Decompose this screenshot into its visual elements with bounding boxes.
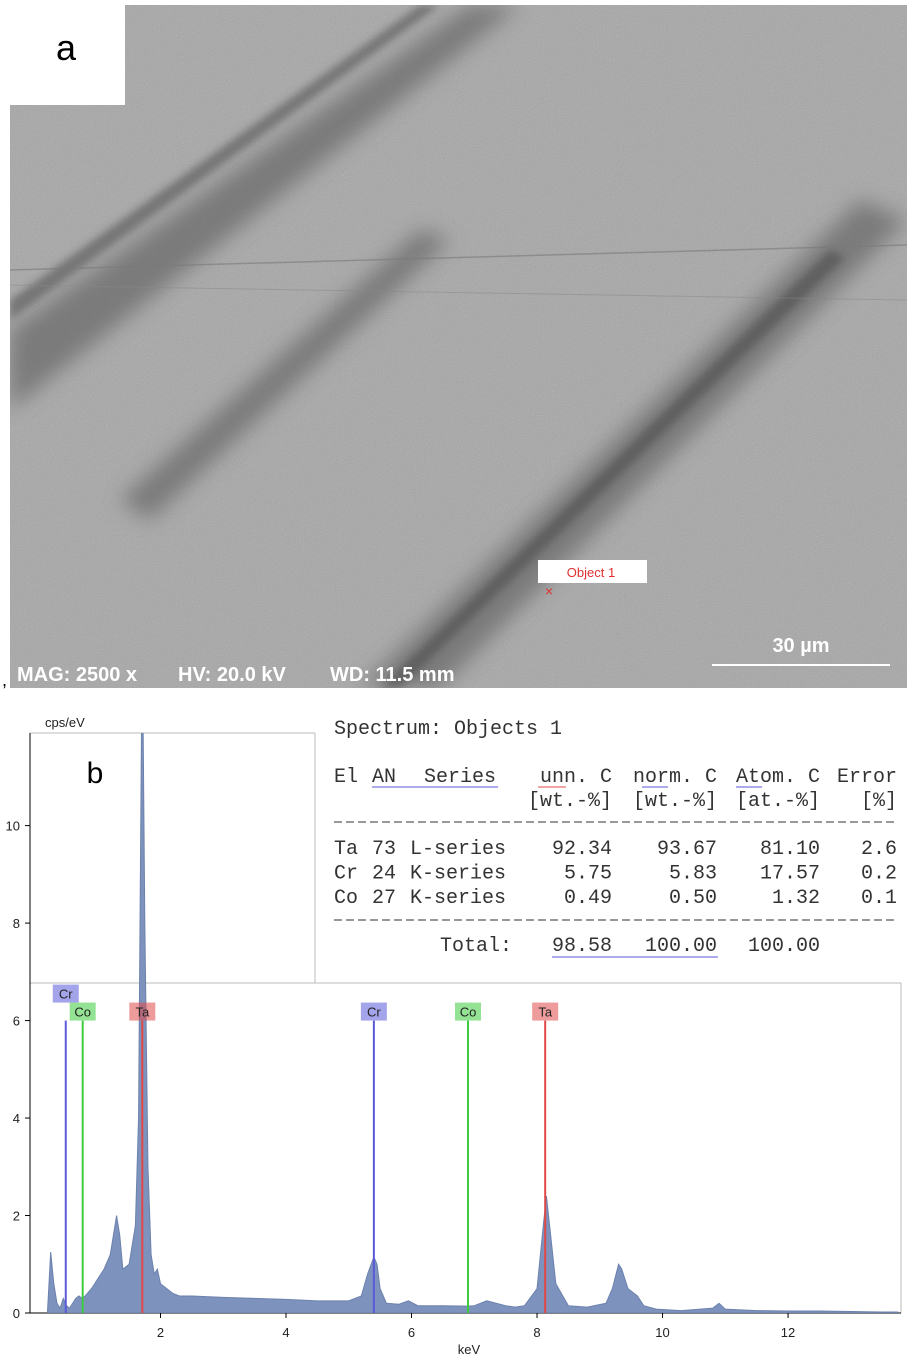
y-tick-label: 2 (13, 1209, 20, 1224)
table-cell: 73 (372, 838, 396, 861)
x-tick-label: 6 (408, 1325, 415, 1340)
table-cell: 5.83 (669, 863, 717, 886)
stray-mark: , (2, 670, 7, 690)
y-tick-label: 10 (6, 819, 20, 834)
table-cell: 100.00 (645, 935, 717, 958)
table-cell: 100.00 (748, 935, 820, 958)
table-cell: [wt.-%] (633, 790, 717, 813)
table-cell: 0.2 (861, 863, 897, 886)
element-label: Cr (59, 987, 73, 1002)
table-cell: [%] (861, 790, 897, 813)
table-cell: 0.49 (564, 887, 612, 910)
table-cell: 81.10 (760, 838, 820, 861)
x-tick-label: 10 (655, 1325, 669, 1340)
y-tick-label: 0 (13, 1306, 20, 1321)
table-cell: Total: (440, 935, 512, 958)
element-label-box (360, 1002, 387, 1021)
table-cell: 93.67 (657, 838, 717, 861)
element-label: Cr (367, 1005, 381, 1020)
element-label-box (532, 1002, 559, 1021)
spectrum (47, 733, 899, 1313)
object-marker: × (545, 583, 553, 599)
x-tick-label: 4 (282, 1325, 289, 1340)
sem-image (10, 5, 907, 688)
info-hv: HV: 20.0 kV (178, 664, 287, 686)
info-mag: MAG: 2500 x (17, 664, 137, 686)
object-label: Object 1 (567, 565, 615, 580)
element-label-box (69, 1002, 96, 1021)
panel-label: b (87, 757, 104, 790)
element-label: Co (74, 1005, 91, 1020)
table-cell: 17.57 (760, 863, 820, 886)
x-axis-label: keV (458, 1342, 481, 1357)
table-cell: Co (334, 887, 358, 910)
x-tick-label: 2 (157, 1325, 164, 1340)
element-label: Co (460, 1005, 477, 1020)
table-cell: Atom. C (736, 766, 820, 789)
table-cell: unn. C (540, 766, 612, 789)
panel-label: a (56, 27, 77, 68)
y-axis-label: cps/eV (45, 715, 85, 730)
table-cell: 0.50 (669, 887, 717, 910)
x-tick-label: 8 (533, 1325, 540, 1340)
y-tick-label: 6 (13, 1014, 20, 1029)
x-tick-label: 12 (781, 1325, 795, 1340)
element-label-box (129, 1002, 156, 1021)
table-cell: L-series (410, 838, 506, 861)
object-box (538, 560, 647, 583)
table-cell: 27 (372, 887, 396, 910)
spectrum-frame (30, 732, 902, 1313)
table-title: Spectrum: Objects 1 (334, 718, 562, 741)
table-cell: Error (837, 766, 897, 789)
table-cell: AN (372, 766, 396, 789)
panel-label-box (10, 5, 125, 105)
element-label-box (455, 1002, 481, 1021)
table-cell: 0.1 (861, 887, 897, 910)
y-tick-label: 8 (13, 916, 20, 931)
element-label-box (52, 984, 79, 1003)
table-cell: 92.34 (552, 838, 612, 861)
element-label: Ta (135, 1005, 150, 1020)
table-cell: [at.-%] (736, 790, 820, 813)
info-wd: WD: 11.5 mm (330, 664, 454, 686)
element-label: Ta (538, 1005, 553, 1020)
result-table: Spectrum: Objects 1 El AN Series unn. C norm.… (334, 718, 897, 958)
y-tick-label: 4 (13, 1111, 20, 1126)
table-cell: Ta (334, 838, 358, 861)
table-cell: K-series (410, 887, 506, 910)
table-cell: norm. C (633, 766, 717, 789)
scale-label: 30 µm (772, 635, 829, 657)
table-cell: [wt.-%] (528, 790, 612, 813)
table-cell: Series (424, 766, 496, 789)
table-cell: El (334, 766, 358, 789)
plot-area (47, 733, 899, 1313)
table-cell: Cr (334, 863, 358, 886)
table-cell: 24 (372, 863, 396, 886)
table-cell: 5.75 (564, 863, 612, 886)
table-cell: K-series (410, 863, 506, 886)
table-cell: 98.58 (552, 935, 612, 958)
table-cell: 1.32 (772, 887, 820, 910)
table-cell: 2.6 (861, 838, 897, 861)
